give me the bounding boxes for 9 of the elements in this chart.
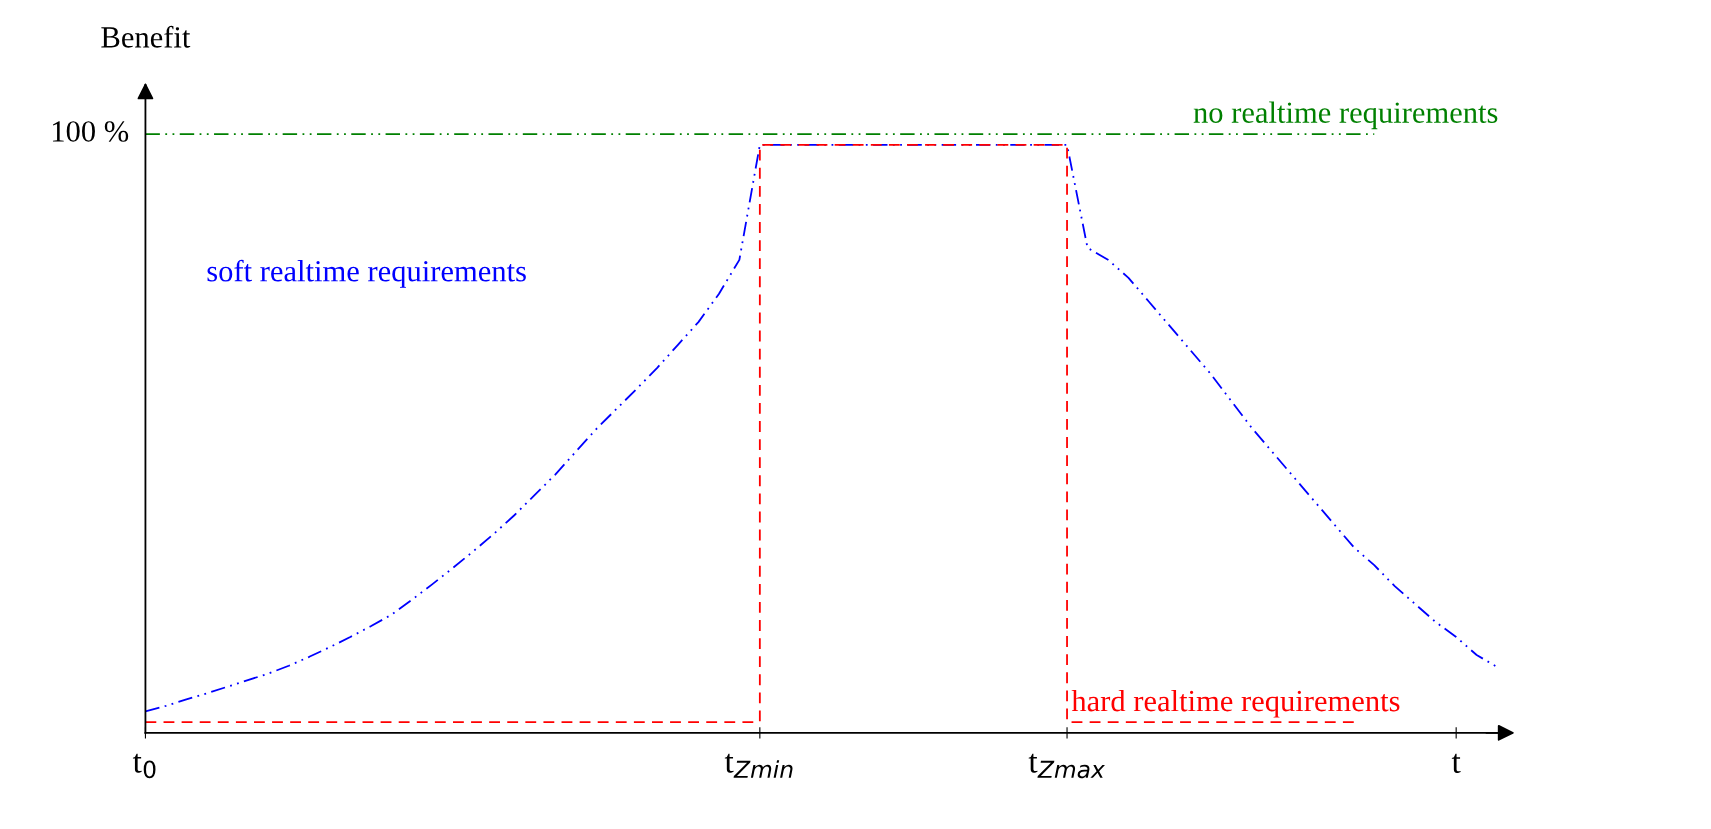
x-tick-label: t$_{Zmin}$ [724, 753, 793, 778]
y-axis-title: Benefit [101, 25, 191, 48]
series-label: hard realtime requirements [1071, 689, 1400, 718]
text: soft realtime requirements [207, 259, 526, 288]
x-tick-label: t$_{Zmax}$ [1028, 753, 1105, 779]
x-tick-label: t [1451, 753, 1461, 773]
text: 100 % [52, 121, 129, 142]
series-label: no realtime requirements [1193, 101, 1498, 130]
x-tick-label: t$_{0}$ [132, 753, 156, 779]
